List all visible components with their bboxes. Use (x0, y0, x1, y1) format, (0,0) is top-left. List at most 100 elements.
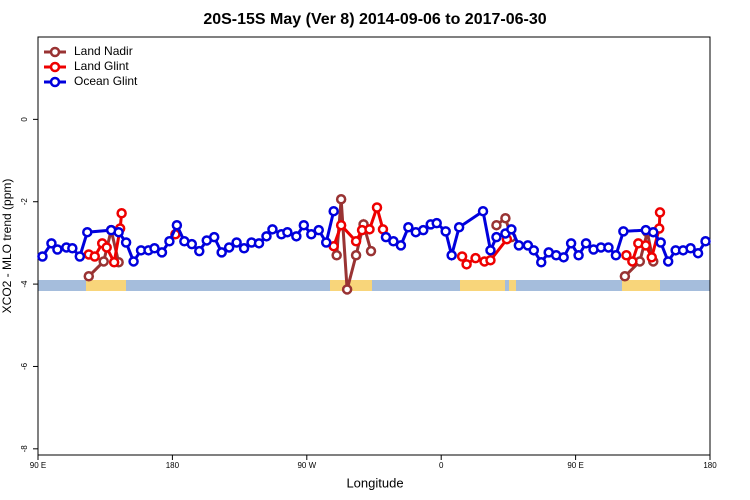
data-point (46, 238, 57, 249)
data-point (267, 224, 278, 235)
data-point (149, 243, 160, 254)
data-point (306, 229, 317, 240)
data-point (621, 250, 632, 261)
data-point (513, 240, 525, 251)
data-point (253, 238, 265, 249)
data-point (603, 242, 614, 253)
data-point (470, 252, 481, 264)
data-point (506, 224, 517, 235)
data-point (171, 219, 183, 231)
data-point (291, 231, 302, 242)
y-tick-label: 0 (20, 117, 29, 122)
data-point (313, 224, 324, 236)
data-point (580, 238, 592, 249)
data-point (350, 236, 362, 247)
data-point (431, 217, 442, 229)
data-point (108, 257, 120, 268)
data-point (654, 207, 666, 218)
data-point (700, 236, 711, 247)
data-point (646, 252, 658, 263)
data-point (223, 242, 235, 253)
x-axis-label: Longitude (346, 475, 403, 490)
data-point (685, 243, 696, 254)
data-point (350, 250, 362, 261)
x-tick-label: 90 E (567, 461, 583, 470)
data-point (156, 247, 168, 258)
data-point (128, 256, 139, 267)
legend-marker (49, 76, 61, 88)
data-point (446, 250, 457, 261)
data-point (640, 240, 652, 251)
y-tick-label: -8 (20, 445, 29, 453)
data-point (186, 238, 198, 250)
x-tick-label: 90 W (297, 461, 316, 470)
x-tick-label: 0 (439, 461, 444, 470)
data-point (83, 271, 95, 282)
data-point (418, 224, 429, 236)
data-point (89, 251, 100, 262)
data-point (395, 240, 407, 251)
legend-item: Ocean Glint (44, 74, 138, 88)
chart-title: 20S-15S May (Ver 8) 2014-09-06 to 2017-0… (203, 11, 546, 28)
data-point (52, 244, 63, 255)
data-point (536, 257, 547, 268)
data-point (335, 219, 347, 231)
data-point (403, 222, 414, 233)
y-tick-label: -2 (20, 198, 29, 206)
data-point (364, 224, 375, 235)
data-point (208, 231, 220, 243)
data-point (573, 250, 584, 261)
data-point (558, 252, 569, 263)
data-point (113, 226, 124, 238)
data-point (74, 251, 86, 262)
data-point (298, 219, 310, 231)
data-point (261, 231, 272, 242)
x-tick-label: 180 (703, 461, 717, 470)
y-tick-label: -4 (20, 280, 29, 288)
data-point (67, 243, 78, 254)
data-point (371, 202, 383, 213)
data-point (500, 212, 511, 224)
data-point (98, 256, 109, 267)
data-point (655, 237, 666, 248)
data-point (648, 226, 659, 238)
legend-marker (49, 61, 61, 73)
legend-item: Land Nadir (44, 44, 133, 58)
x-tick-label: 90 E (30, 461, 46, 470)
data-point (692, 247, 704, 259)
data-point (461, 259, 472, 270)
plot-frame (37, 36, 711, 456)
data-point (485, 254, 496, 266)
legend-label: Land Glint (74, 59, 129, 73)
data-point (388, 236, 399, 247)
data-point (485, 245, 496, 256)
data-point (194, 245, 205, 257)
data-point (440, 226, 451, 237)
data-point (335, 194, 347, 205)
data-point (380, 231, 392, 243)
data-point (216, 247, 227, 258)
data-point (491, 231, 502, 243)
surface-band (38, 280, 710, 291)
legend-marker (49, 46, 61, 58)
data-point (331, 250, 342, 261)
data-point (320, 237, 332, 248)
legend-label: Land Nadir (74, 44, 133, 58)
data-point (37, 251, 48, 262)
data-point (528, 245, 540, 256)
legend-label: Ocean Glint (74, 74, 138, 88)
data-point (662, 256, 674, 267)
legend-item: Land Glint (44, 59, 129, 73)
data-point (328, 205, 339, 217)
data-point (231, 237, 242, 248)
y-tick-label: -6 (20, 362, 29, 370)
data-point (164, 236, 175, 247)
data-point (341, 284, 353, 295)
x-tick-label: 180 (166, 461, 180, 470)
data-point (619, 271, 631, 282)
data-point (610, 250, 622, 261)
data-point (282, 226, 293, 238)
data-point (618, 226, 629, 237)
data-point (120, 237, 132, 248)
